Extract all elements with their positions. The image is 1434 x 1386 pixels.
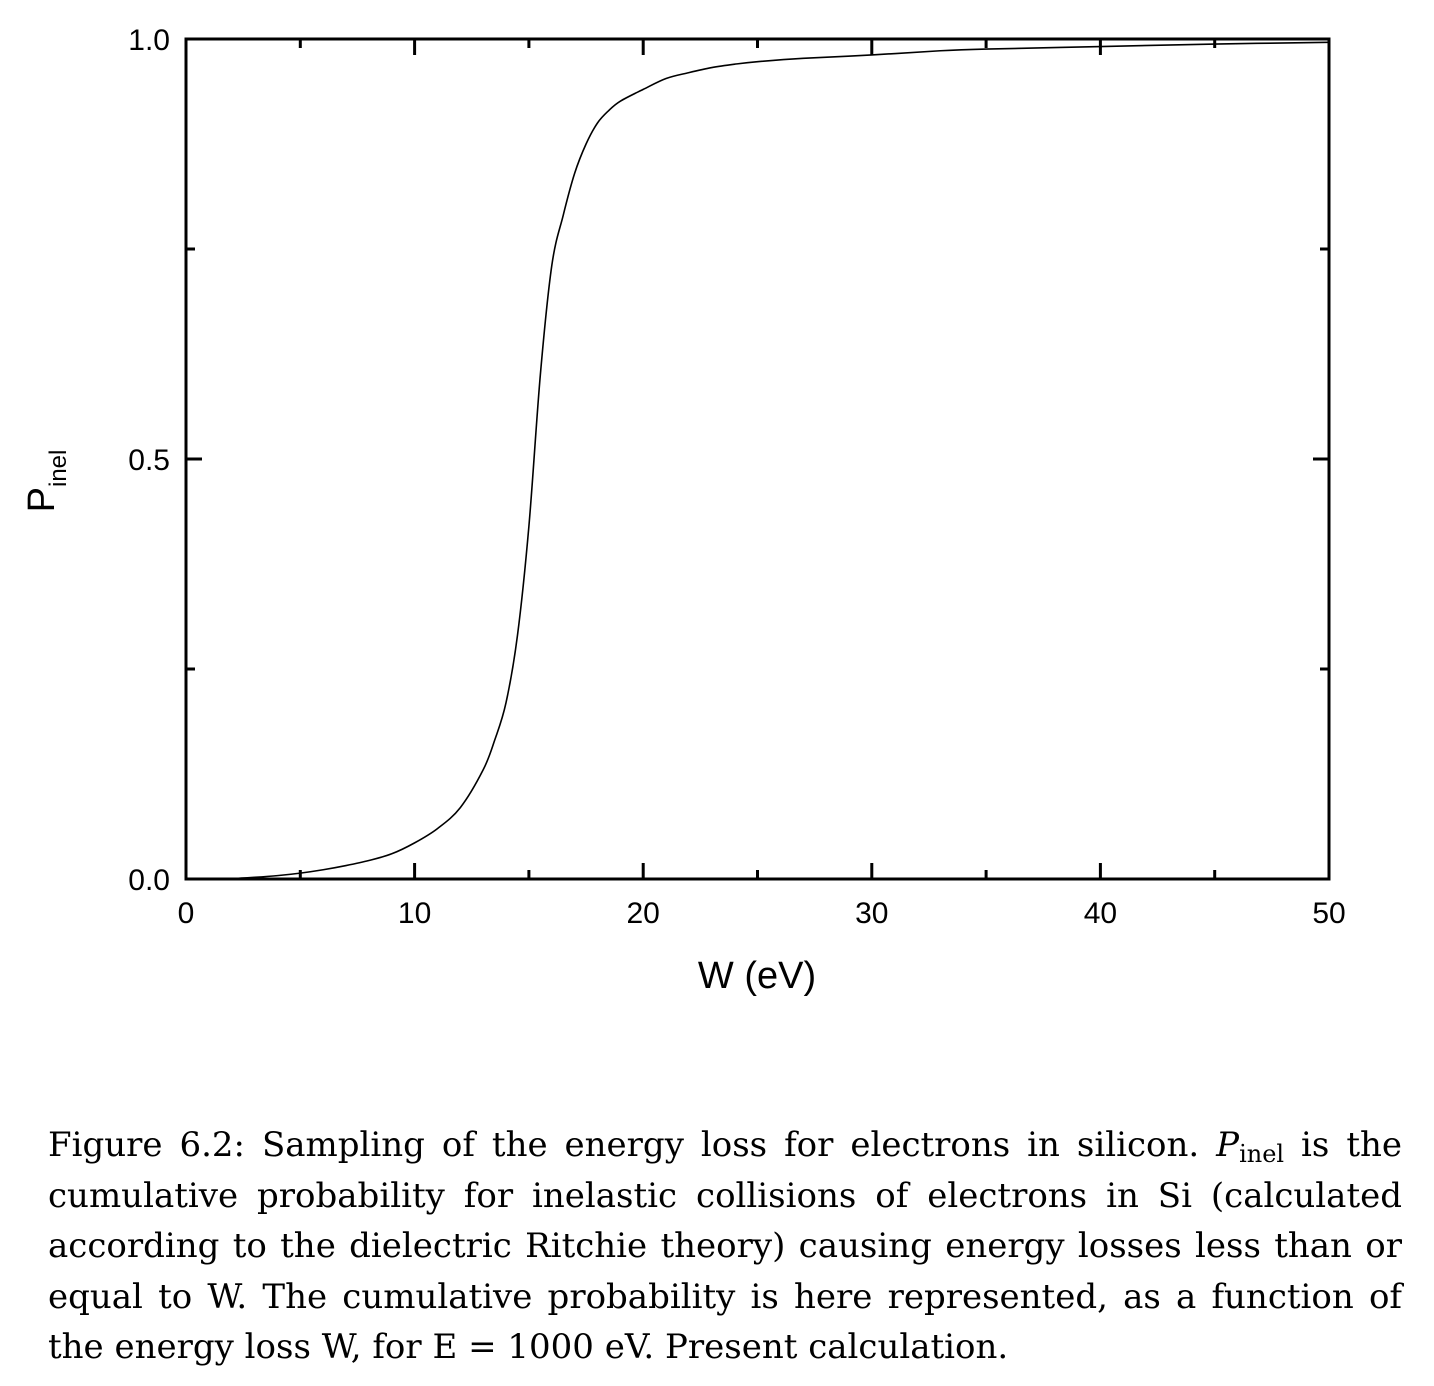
ticks-layer [186, 39, 1329, 879]
x-tick-label: 0 [178, 897, 195, 930]
figure-caption: Figure 6.2: Sampling of the energy loss … [48, 1120, 1402, 1373]
tick-labels-layer: 0 10 20 30 40 50 0.0 0.5 1.0 [128, 24, 1345, 930]
y-tick-label: 0.0 [128, 864, 170, 897]
y-axis-title-subscript: inel [45, 450, 72, 487]
caption-symbol-p: P [1216, 1125, 1240, 1165]
caption-symbol-subscript: inel [1239, 1140, 1285, 1168]
y-tick-label: 1.0 [128, 24, 170, 57]
x-tick-label: 20 [627, 897, 660, 930]
plot-frame [184, 37, 1331, 881]
y-axis-title-main: P [21, 487, 63, 512]
caption-line-2: cumulative probability for inelastic col… [48, 1175, 1402, 1216]
caption-line-4: equal to W. The cumulative probability i… [48, 1276, 1402, 1317]
svg-text:Pinel: Pinel [21, 450, 72, 513]
chart: 0 10 20 30 40 50 0.0 0.5 1.0 W (eV) Pinel [21, 24, 1346, 997]
x-tick-label: 40 [1084, 897, 1117, 930]
caption-line-1: Figure 6.2: Sampling of the energy loss … [48, 1125, 1403, 1168]
x-tick-label: 50 [1312, 897, 1345, 930]
x-tick-label: 30 [855, 897, 888, 930]
caption-line-5: the energy loss W, for E = 1000 eV. Pres… [48, 1327, 1009, 1367]
y-tick-label: 0.5 [128, 444, 170, 477]
x-tick-label: 10 [398, 897, 431, 930]
caption-line-3: according to the dielectric Ritchie theo… [48, 1226, 1402, 1266]
x-axis-title: W (eV) [698, 955, 816, 997]
series-line-p-inel [185, 41, 1330, 880]
y-axis-title: Pinel [21, 450, 72, 513]
